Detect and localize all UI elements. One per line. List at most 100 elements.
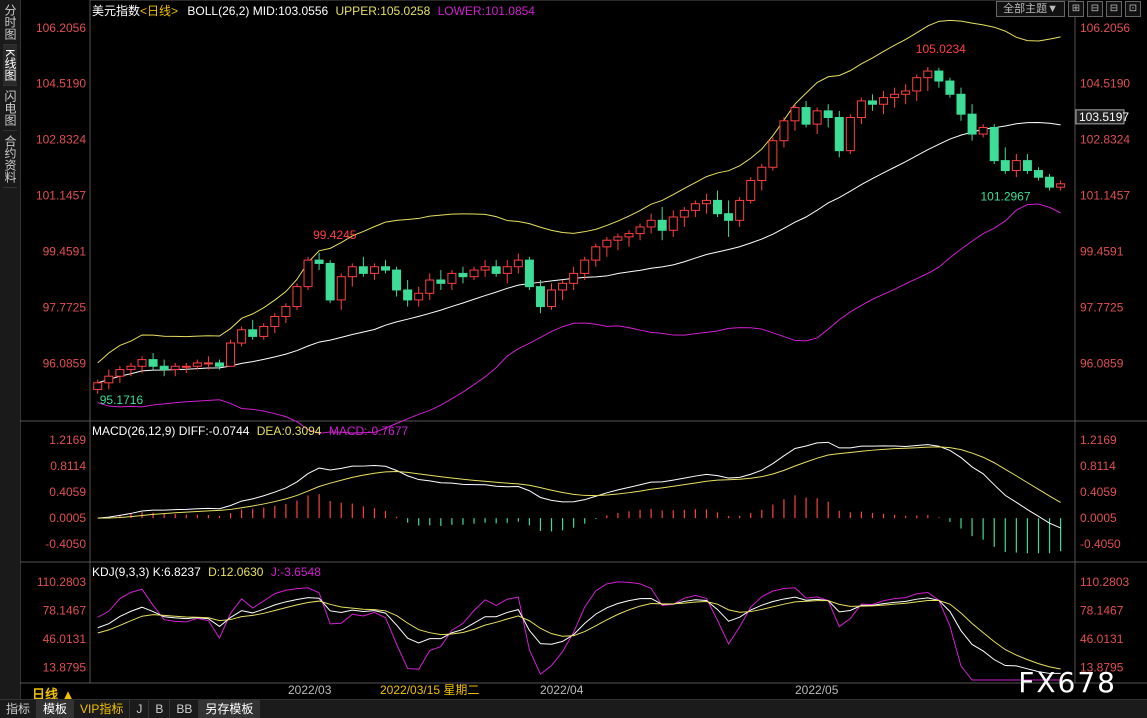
candle-body xyxy=(713,199,723,215)
sidebar-item-flash[interactable]: 闪电图 xyxy=(3,86,17,132)
candle-body xyxy=(513,259,523,268)
candle-body xyxy=(148,359,158,367)
candle-body xyxy=(679,209,689,218)
tab-bb[interactable]: BB xyxy=(170,700,200,718)
candle-body xyxy=(646,219,656,228)
candle-body xyxy=(281,306,291,317)
candle-body xyxy=(314,259,324,264)
candle-body xyxy=(879,97,889,105)
tab-save-template[interactable]: 另存模板 xyxy=(199,700,261,718)
candle-body xyxy=(602,239,612,248)
candle-body xyxy=(436,279,446,284)
macd-value: MACD:-0.7677 xyxy=(328,424,409,438)
last-price-label: 103.5197 xyxy=(1079,110,1129,124)
macd-panel-header: MACD(26,12,9) DIFF:-0.0744 DEA:0.3094 MA… xyxy=(92,424,408,438)
x-axis-label: 2022/03/15 星期二 xyxy=(380,683,479,697)
axis-tick-label: 102.8324 xyxy=(36,133,86,147)
axis-tick-label: 104.5190 xyxy=(1080,77,1130,91)
candle-body xyxy=(558,282,568,291)
x-axis-label: 2022/03 xyxy=(288,683,332,697)
kdj-k-line xyxy=(97,596,1061,674)
candle-body xyxy=(403,289,413,301)
axis-tick-label: 96.0859 xyxy=(1080,356,1124,370)
candle-body xyxy=(569,272,579,284)
kdj-name[interactable]: KDJ(9,3,3) xyxy=(92,565,150,579)
layout-icon[interactable]: ⊞ xyxy=(1068,1,1084,17)
axis-tick-label: 0.8114 xyxy=(50,459,86,473)
macd-diff-line xyxy=(97,441,1061,529)
candle-body xyxy=(259,325,269,337)
axis-tick-label: -0.4050 xyxy=(1080,537,1121,551)
candle-body xyxy=(912,77,922,92)
left-sidebar: 分时图 K线图 闪电图 合约资料 xyxy=(0,0,21,700)
period-label[interactable]: <日线> xyxy=(140,4,179,18)
candle-body xyxy=(369,266,379,274)
candle-body xyxy=(1033,170,1043,178)
axis-tick-label: 46.0131 xyxy=(1080,632,1124,646)
candle-body xyxy=(867,100,877,105)
sidebar-item-timeshare[interactable]: 分时图 xyxy=(3,0,17,45)
candle-body xyxy=(214,362,224,367)
candle-body xyxy=(779,120,789,142)
candle-body xyxy=(724,213,734,221)
axis-tick-label: 1.2169 xyxy=(49,433,86,447)
split-alt-icon[interactable]: ⊟ xyxy=(1106,1,1122,17)
annotation-high: 105.0234 xyxy=(916,42,966,56)
annotation-low: 101.2967 xyxy=(980,189,1030,203)
chart-area[interactable]: 106.2056 106.2056 104.5190 104.5190 102.8324… xyxy=(20,0,1147,700)
candle-body xyxy=(469,269,479,278)
axis-tick-label: 110.2803 xyxy=(37,575,86,589)
candle-body xyxy=(823,110,833,119)
boll-name[interactable]: BOLL(26,2) xyxy=(187,4,250,18)
sidebar-item-kline[interactable]: K线图 xyxy=(3,45,17,87)
maximize-icon[interactable]: ⊡ xyxy=(1125,1,1141,17)
candle-body xyxy=(447,272,457,284)
candle-body xyxy=(303,259,313,288)
candle-body xyxy=(801,107,811,125)
candle-body xyxy=(956,93,966,115)
kdj-panel-header: KDJ(9,3,3) K:6.8237 D:12.0630 J:-3.6548 xyxy=(92,565,321,579)
tab-vip-indicators[interactable]: VIP指标 xyxy=(74,700,131,718)
candle-body xyxy=(381,266,390,271)
candle-body xyxy=(580,259,590,274)
macd-dea: DEA:0.3094 xyxy=(256,424,322,438)
tab-template[interactable]: 模板 xyxy=(37,700,75,718)
candle-body xyxy=(126,365,136,371)
split-icon[interactable]: ⊟ xyxy=(1087,1,1103,17)
period-selector[interactable]: 日线 ▲ xyxy=(32,687,75,702)
candle-body xyxy=(624,233,634,238)
candle-body xyxy=(890,93,900,99)
candle-body xyxy=(768,140,778,168)
symbol-title: 美元指数 xyxy=(92,4,141,18)
axis-tick-label: 0.8114 xyxy=(1080,459,1116,473)
candle-body xyxy=(480,266,490,271)
boll-lower: LOWER:101.0854 xyxy=(437,4,535,18)
axis-tick-label: 1.2169 xyxy=(1080,433,1117,447)
tab-b[interactable]: B xyxy=(149,700,171,718)
sidebar-item-contract[interactable]: 合约资料 xyxy=(3,131,17,189)
candle-body xyxy=(934,70,944,82)
candle-body xyxy=(170,365,180,371)
candle-body xyxy=(701,199,711,205)
axis-tick-label: 99.4591 xyxy=(43,245,87,259)
candle-body xyxy=(203,362,213,365)
theme-dropdown[interactable]: 全部主题▼ xyxy=(996,1,1065,17)
candle-body xyxy=(657,219,667,231)
macd-name[interactable]: MACD(26,12,9) xyxy=(92,424,176,438)
axis-tick-label: 78.1467 xyxy=(1080,604,1124,618)
candle-body xyxy=(325,262,335,301)
axis-tick-label: 96.0859 xyxy=(43,356,87,370)
candle-body xyxy=(237,329,247,344)
candle-body xyxy=(192,362,202,367)
candle-body xyxy=(458,272,468,278)
tab-j[interactable]: J xyxy=(130,700,150,718)
bottom-tab-bar: 指标 模板 VIP指标 J B BB 另存模板 xyxy=(0,699,1147,718)
chart-svg[interactable]: 106.2056 106.2056 104.5190 104.5190 102.8324… xyxy=(20,0,1147,700)
candle-body xyxy=(989,126,999,162)
kdj-j-line xyxy=(97,581,1061,681)
tab-indicators[interactable]: 指标 xyxy=(0,700,38,718)
candle-body xyxy=(591,246,601,261)
top-right-toolbar: 全部主题▼ ⊞ ⊟ ⊟ ⊡ xyxy=(996,1,1141,17)
candle-body xyxy=(248,329,258,337)
candle-body xyxy=(1000,160,1010,172)
